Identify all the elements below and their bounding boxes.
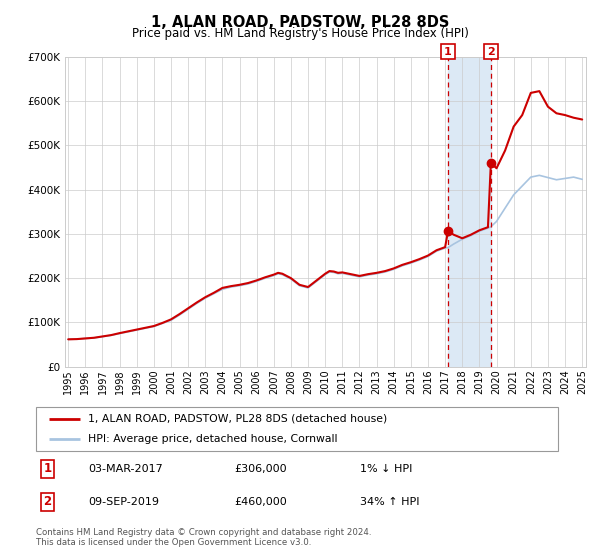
Text: £306,000: £306,000 xyxy=(235,464,287,474)
Text: Contains HM Land Registry data © Crown copyright and database right 2024.
This d: Contains HM Land Registry data © Crown c… xyxy=(36,528,371,547)
Text: 34% ↑ HPI: 34% ↑ HPI xyxy=(359,497,419,507)
Text: £460,000: £460,000 xyxy=(235,497,287,507)
Text: 1: 1 xyxy=(444,46,452,57)
FancyBboxPatch shape xyxy=(36,407,558,451)
Text: 1, ALAN ROAD, PADSTOW, PL28 8DS (detached house): 1, ALAN ROAD, PADSTOW, PL28 8DS (detache… xyxy=(88,414,388,424)
Text: 1: 1 xyxy=(43,463,52,475)
Text: Price paid vs. HM Land Registry's House Price Index (HPI): Price paid vs. HM Land Registry's House … xyxy=(131,27,469,40)
Text: 03-MAR-2017: 03-MAR-2017 xyxy=(88,464,163,474)
Text: 09-SEP-2019: 09-SEP-2019 xyxy=(88,497,159,507)
Text: 1, ALAN ROAD, PADSTOW, PL28 8DS: 1, ALAN ROAD, PADSTOW, PL28 8DS xyxy=(151,15,449,30)
Bar xyxy=(448,57,491,367)
Text: 1% ↓ HPI: 1% ↓ HPI xyxy=(359,464,412,474)
Text: 2: 2 xyxy=(487,46,495,57)
Text: HPI: Average price, detached house, Cornwall: HPI: Average price, detached house, Corn… xyxy=(88,434,338,444)
Text: 2: 2 xyxy=(43,496,52,508)
